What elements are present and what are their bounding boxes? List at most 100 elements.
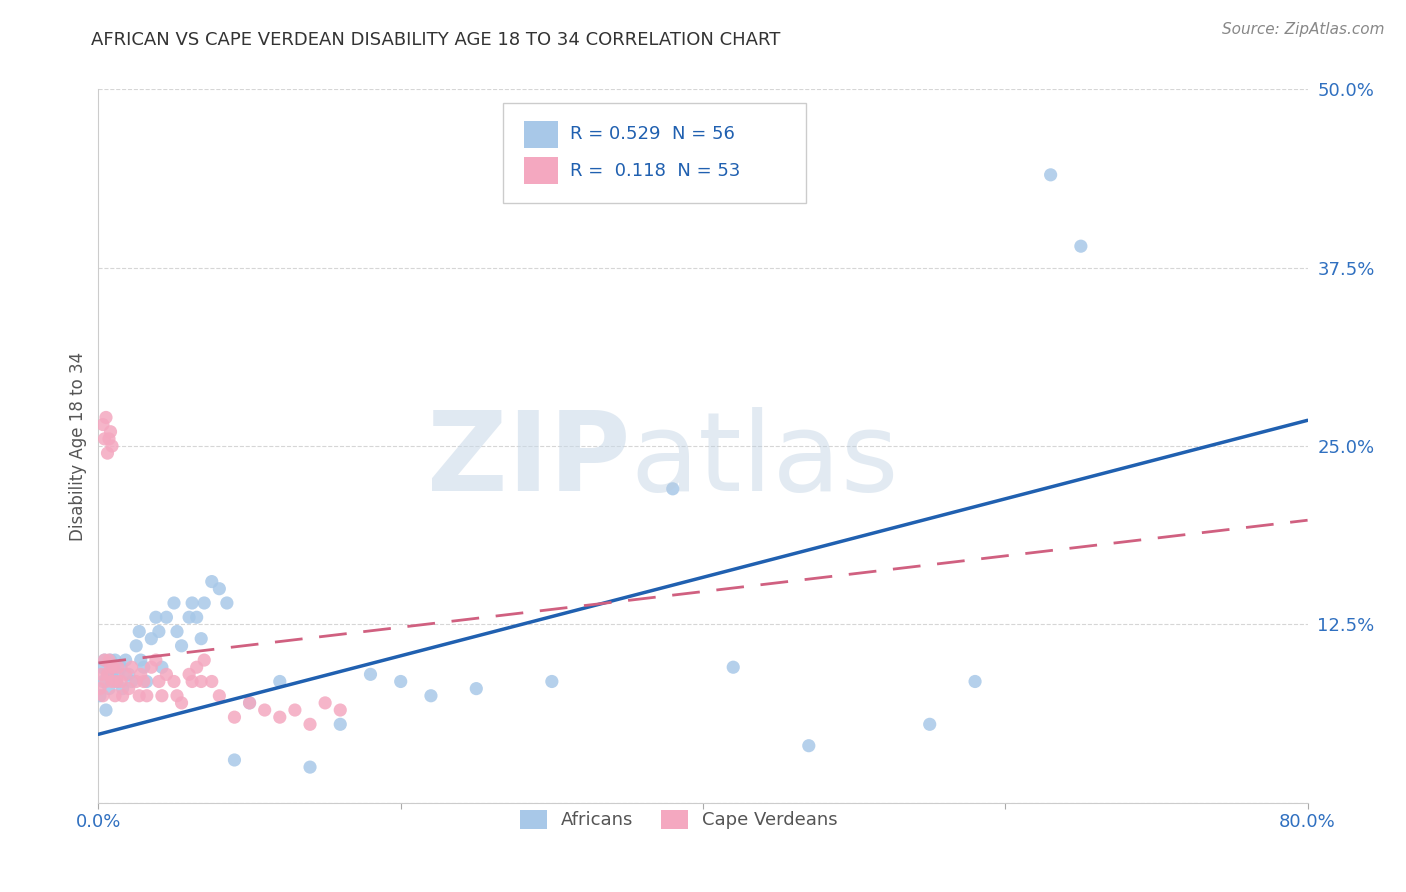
Point bbox=[1039, 168, 1062, 182]
Point bbox=[128, 624, 150, 639]
Point bbox=[93, 432, 115, 446]
Point bbox=[723, 660, 745, 674]
Point bbox=[129, 667, 152, 681]
Point bbox=[145, 653, 167, 667]
Point bbox=[96, 667, 118, 681]
Point bbox=[111, 681, 134, 696]
Point bbox=[90, 660, 112, 674]
Point bbox=[91, 674, 114, 689]
Point bbox=[215, 596, 238, 610]
Point bbox=[90, 667, 112, 681]
Legend: Africans, Cape Verdeans: Africans, Cape Verdeans bbox=[513, 803, 845, 837]
Point bbox=[193, 596, 215, 610]
Point bbox=[121, 674, 143, 689]
Point bbox=[118, 681, 141, 696]
Point bbox=[125, 674, 148, 689]
Point bbox=[132, 660, 155, 674]
Point bbox=[150, 660, 173, 674]
Bar bbox=[524, 157, 558, 184]
Point bbox=[148, 624, 170, 639]
Point bbox=[94, 410, 117, 425]
Point bbox=[94, 674, 117, 689]
Point bbox=[1070, 239, 1092, 253]
Point bbox=[190, 632, 212, 646]
Point bbox=[190, 674, 212, 689]
Point bbox=[155, 667, 177, 681]
Point bbox=[89, 689, 111, 703]
Point bbox=[101, 439, 124, 453]
Point bbox=[224, 753, 246, 767]
Point bbox=[96, 446, 118, 460]
Point bbox=[918, 717, 941, 731]
Point bbox=[128, 689, 150, 703]
Point bbox=[965, 674, 987, 689]
Point bbox=[91, 689, 114, 703]
Point bbox=[150, 689, 173, 703]
Text: R =  0.118  N = 53: R = 0.118 N = 53 bbox=[569, 161, 741, 179]
Point bbox=[661, 482, 683, 496]
Point bbox=[100, 425, 122, 439]
Point bbox=[239, 696, 262, 710]
Point bbox=[193, 653, 215, 667]
Point bbox=[107, 667, 129, 681]
Point bbox=[170, 639, 193, 653]
Point bbox=[91, 417, 114, 432]
Point bbox=[269, 710, 291, 724]
Point bbox=[797, 739, 820, 753]
Point bbox=[201, 674, 224, 689]
Point bbox=[110, 660, 132, 674]
Point bbox=[186, 610, 208, 624]
Point bbox=[93, 653, 115, 667]
Point bbox=[145, 610, 167, 624]
Point bbox=[299, 760, 322, 774]
Point bbox=[98, 432, 121, 446]
Point bbox=[96, 667, 118, 681]
Point bbox=[163, 596, 186, 610]
Point bbox=[93, 653, 115, 667]
Point bbox=[94, 703, 117, 717]
Point bbox=[253, 703, 276, 717]
Point bbox=[135, 674, 157, 689]
Point bbox=[100, 653, 122, 667]
Point bbox=[135, 689, 157, 703]
Point bbox=[98, 653, 121, 667]
Point bbox=[181, 596, 204, 610]
Point bbox=[98, 681, 121, 696]
Bar bbox=[524, 120, 558, 148]
Point bbox=[129, 653, 152, 667]
Point bbox=[239, 696, 262, 710]
Point bbox=[125, 639, 148, 653]
Point bbox=[329, 717, 352, 731]
Point bbox=[186, 660, 208, 674]
Point bbox=[89, 681, 111, 696]
Point bbox=[389, 674, 412, 689]
Point bbox=[107, 660, 129, 674]
Point bbox=[132, 674, 155, 689]
Point bbox=[121, 660, 143, 674]
Text: AFRICAN VS CAPE VERDEAN DISABILITY AGE 18 TO 34 CORRELATION CHART: AFRICAN VS CAPE VERDEAN DISABILITY AGE 1… bbox=[91, 31, 780, 49]
Point bbox=[181, 674, 204, 689]
Point bbox=[104, 653, 127, 667]
Point bbox=[179, 667, 201, 681]
Point bbox=[141, 632, 163, 646]
Point bbox=[420, 689, 443, 703]
Point bbox=[114, 667, 136, 681]
Point bbox=[208, 689, 231, 703]
Point bbox=[110, 674, 132, 689]
Point bbox=[100, 660, 122, 674]
Point bbox=[465, 681, 488, 696]
Point bbox=[166, 624, 188, 639]
Point bbox=[360, 667, 382, 681]
Point bbox=[104, 689, 127, 703]
Point bbox=[155, 610, 177, 624]
Point bbox=[540, 674, 562, 689]
Point bbox=[314, 696, 336, 710]
Point bbox=[118, 667, 141, 681]
Point bbox=[101, 667, 124, 681]
Point bbox=[269, 674, 291, 689]
Text: R = 0.529  N = 56: R = 0.529 N = 56 bbox=[569, 125, 735, 143]
Point bbox=[284, 703, 307, 717]
Text: Source: ZipAtlas.com: Source: ZipAtlas.com bbox=[1222, 22, 1385, 37]
Point bbox=[224, 710, 246, 724]
Point bbox=[105, 674, 128, 689]
